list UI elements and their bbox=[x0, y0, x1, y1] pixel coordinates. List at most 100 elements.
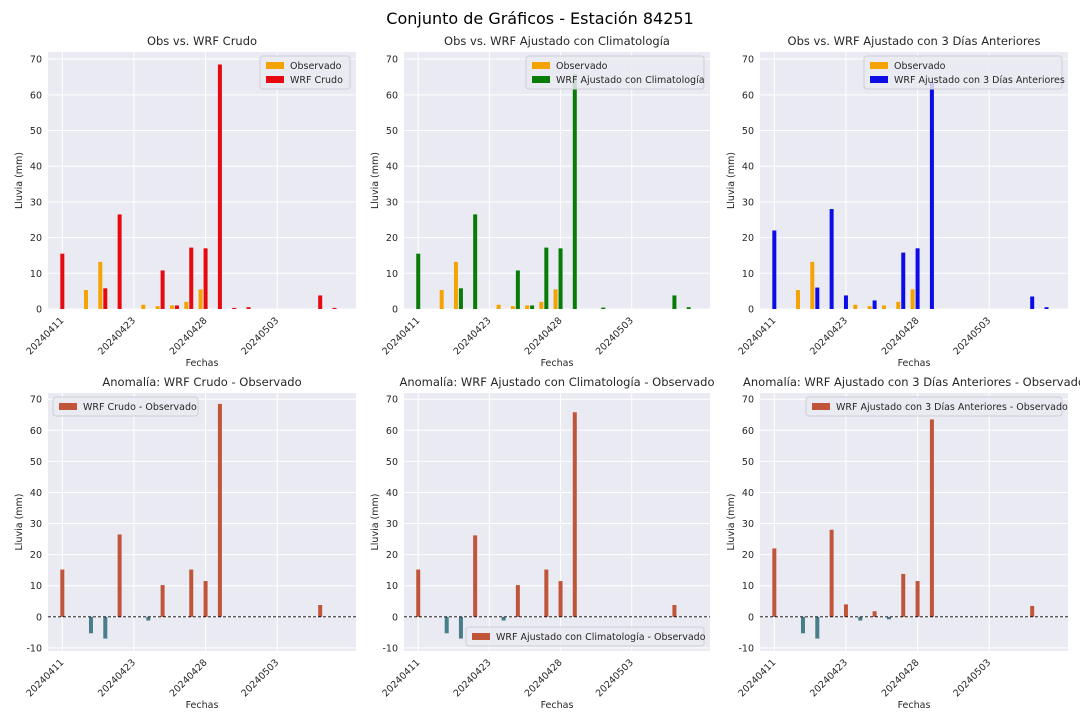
x-tick-label: 20240423 bbox=[808, 657, 850, 699]
bar-wrf bbox=[416, 253, 421, 309]
bar-wrf bbox=[672, 295, 677, 309]
bar-wrf bbox=[117, 214, 122, 309]
bar-wrf bbox=[203, 248, 208, 309]
y-tick-label: 30 bbox=[30, 519, 42, 530]
chart-title: Anomalía: WRF Ajustado con Climatología … bbox=[399, 375, 714, 389]
anomaly-bar bbox=[901, 573, 906, 617]
y-tick-label: 50 bbox=[30, 457, 42, 468]
chart-panel-5: -10 0 10 20 30 40 50 60 70 20240411 20240423 202404… bbox=[370, 375, 715, 711]
bar-observado bbox=[896, 301, 901, 309]
bar-wrf bbox=[473, 214, 478, 309]
x-tick-label: 20240503 bbox=[951, 657, 993, 699]
chart-panel-6: -10 0 10 20 30 40 50 60 70 20240411 20240423 202404… bbox=[726, 375, 1080, 711]
x-axis-label: Fechas bbox=[541, 700, 574, 711]
y-tick-label: -10 bbox=[26, 643, 42, 654]
legend-label: WRF Ajustado con 3 Días Anteriores bbox=[894, 75, 1065, 86]
legend-swatch bbox=[472, 633, 490, 640]
bar-wrf bbox=[458, 288, 463, 309]
legend-swatch bbox=[532, 62, 550, 69]
x-tick-label: 20240503 bbox=[594, 657, 636, 699]
chart-title: Obs vs. WRF Ajustado con 3 Días Anterior… bbox=[788, 34, 1041, 48]
chart-panel-1: 0 10 20 30 40 50 60 70 20240411 20240423 20240428 2… bbox=[14, 34, 356, 369]
bar-wrf bbox=[530, 305, 535, 309]
x-axis-label: Fechas bbox=[541, 358, 574, 369]
anomaly-bar bbox=[929, 419, 934, 617]
y-tick-label: 40 bbox=[30, 488, 42, 499]
anomaly-bar bbox=[544, 569, 549, 617]
y-tick-label: 40 bbox=[386, 162, 398, 173]
x-tick-label: 20240411 bbox=[24, 315, 66, 357]
bar-wrf bbox=[915, 248, 920, 309]
y-tick-label: 70 bbox=[386, 55, 398, 66]
bar-wrf bbox=[60, 253, 65, 309]
y-tick-label: 60 bbox=[386, 90, 398, 101]
y-tick-label: 30 bbox=[386, 197, 398, 208]
figure-title: Conjunto de Gráficos - Estación 84251 bbox=[386, 9, 694, 28]
y-tick-label: 60 bbox=[30, 90, 42, 101]
legend: WRF Crudo - Observado bbox=[52, 396, 199, 417]
anomaly-bar bbox=[1030, 605, 1035, 617]
bar-wrf bbox=[1044, 307, 1049, 309]
legend: Observado WRF Ajustado con 3 Días Anterio… bbox=[863, 55, 1065, 90]
chart-title: Anomalía: WRF Ajustado con 3 Días Anteri… bbox=[743, 375, 1080, 389]
x-tick-label: 20240411 bbox=[736, 315, 778, 357]
y-axis-label: Lluvia (mm) bbox=[726, 494, 737, 551]
anomaly-bar bbox=[886, 616, 891, 620]
y-tick-label: 10 bbox=[30, 269, 42, 280]
x-tick-label: 20240411 bbox=[380, 657, 422, 699]
legend-box bbox=[465, 626, 705, 647]
y-tick-label: 50 bbox=[30, 126, 42, 137]
y-tick-label: 50 bbox=[386, 457, 398, 468]
bar-observado bbox=[141, 304, 146, 309]
legend-swatch bbox=[870, 76, 888, 83]
y-axis-label: Lluvia (mm) bbox=[726, 152, 737, 209]
chart-panel-4: -10 0 10 20 30 40 50 60 70 20240411 20240423 202404… bbox=[14, 375, 356, 711]
bar-wrf bbox=[601, 307, 606, 309]
x-tick-label: 20240411 bbox=[736, 657, 778, 699]
x-tick-label: 20240423 bbox=[96, 315, 138, 357]
plot-area bbox=[48, 393, 356, 651]
y-tick-label: 60 bbox=[30, 426, 42, 437]
anomaly-bar bbox=[501, 616, 506, 621]
y-tick-label: 20 bbox=[742, 550, 754, 561]
legend-box bbox=[52, 396, 199, 417]
anomaly-bar bbox=[203, 581, 208, 617]
bar-observado bbox=[795, 290, 800, 309]
anomaly-bar bbox=[843, 604, 848, 617]
x-tick-label: 20240503 bbox=[594, 315, 636, 357]
x-tick-label: 20240428 bbox=[880, 315, 922, 357]
legend: WRF Ajustado con Climatología - Observad… bbox=[465, 626, 706, 647]
legend-swatch bbox=[812, 403, 830, 410]
x-axis-label: Fechas bbox=[898, 358, 931, 369]
y-tick-label: 50 bbox=[742, 126, 754, 137]
bar-wrf bbox=[544, 247, 549, 309]
bar-observado bbox=[98, 261, 103, 309]
bar-wrf bbox=[174, 305, 179, 309]
bar-observado bbox=[525, 305, 530, 309]
y-tick-label: 50 bbox=[386, 126, 398, 137]
bar-observado bbox=[810, 261, 815, 309]
bar-wrf bbox=[829, 209, 834, 309]
bar-wrf bbox=[929, 82, 934, 310]
bar-observado bbox=[184, 301, 189, 309]
y-tick-label: 0 bbox=[748, 305, 754, 316]
y-tick-label: 10 bbox=[742, 581, 754, 592]
bar-observado bbox=[867, 306, 872, 309]
plot-area bbox=[760, 52, 1068, 309]
legend-swatch bbox=[870, 62, 888, 69]
bar-wrf bbox=[515, 270, 520, 309]
bar-wrf bbox=[1030, 296, 1035, 309]
legend-label: WRF Crudo bbox=[290, 75, 343, 86]
y-tick-label: 70 bbox=[742, 55, 754, 66]
chart-panel-2: 0 10 20 30 40 50 60 70 20240411 20240423 20240428 2… bbox=[370, 34, 710, 369]
plot-area bbox=[48, 52, 356, 309]
anomaly-bar bbox=[88, 616, 93, 634]
bar-wrf bbox=[189, 247, 194, 309]
bar-wrf bbox=[772, 230, 777, 309]
anomaly-bar bbox=[60, 569, 65, 617]
x-tick-label: 20240411 bbox=[24, 657, 66, 699]
y-tick-label: 60 bbox=[386, 426, 398, 437]
y-tick-label: 20 bbox=[742, 233, 754, 244]
y-tick-label: 60 bbox=[742, 426, 754, 437]
